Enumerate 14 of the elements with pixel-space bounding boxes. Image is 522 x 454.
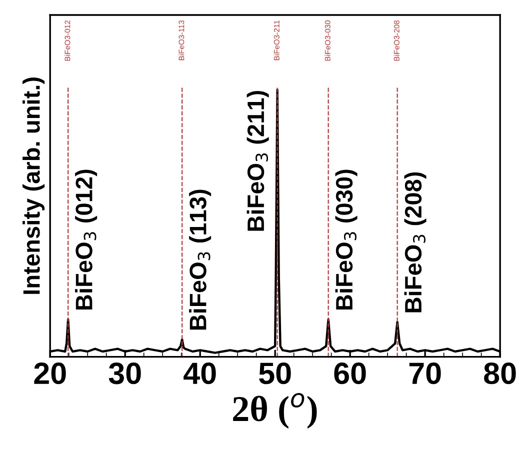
x-tick-label: 80 xyxy=(484,362,516,384)
annotation: BiFeO$_{3}$ (113) xyxy=(189,190,212,330)
x-tick-label: 70 xyxy=(409,362,441,384)
y-axis-title: Intensity (arb. unit.) xyxy=(22,78,45,294)
x-tick-label: 30 xyxy=(108,362,141,384)
annotation: BiFeO$_{3}$ (012) xyxy=(75,170,98,310)
x-tick-label: 50 xyxy=(259,362,291,384)
x-tick-label: 60 xyxy=(334,362,366,384)
annotation: BiFeO$_{3}$ (030) xyxy=(335,170,358,310)
x-axis-title: 2θ ($^{o}$) xyxy=(233,392,317,429)
annotation: BiFeO$_{3}$ (208) xyxy=(404,172,426,312)
x-tick-label: 20 xyxy=(34,362,66,384)
annotation: BiFeO$_{3}$ (211) xyxy=(246,90,269,231)
x-tick-label: 40 xyxy=(184,362,216,384)
